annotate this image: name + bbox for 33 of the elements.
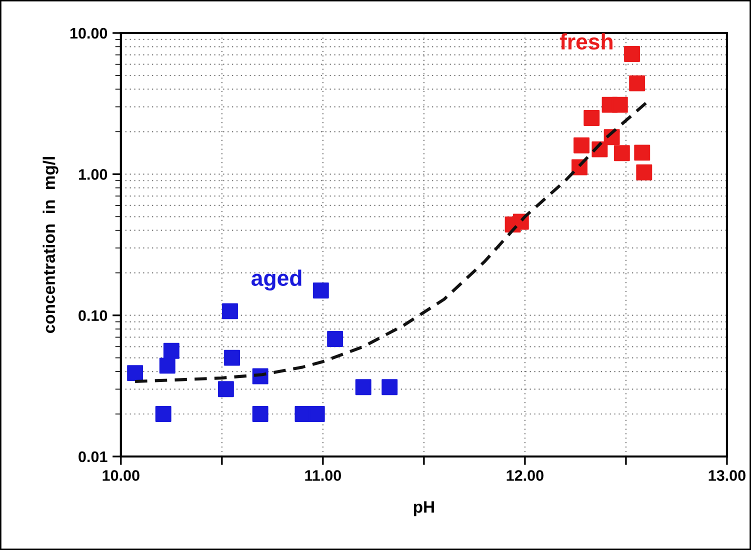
point: [612, 96, 628, 113]
point: [312, 282, 329, 298]
point: [327, 331, 344, 347]
point: [159, 358, 176, 374]
x-tick-label: 12.00: [506, 470, 544, 481]
point: [629, 75, 646, 92]
point: [624, 46, 640, 62]
y-tick-label: 0.10: [78, 310, 108, 322]
x-tick-label: 10.00: [102, 470, 140, 481]
x-tick-label: 11.00: [305, 470, 341, 481]
point: [222, 303, 238, 320]
point: [252, 406, 268, 422]
point: [574, 137, 590, 154]
point: [224, 350, 240, 366]
y-tick-label: 10.00: [70, 28, 108, 39]
series-label: aged: [252, 270, 302, 290]
point: [634, 144, 650, 161]
x-axis-title: pH: [414, 501, 434, 516]
point: [127, 365, 144, 382]
y-tick-label: 0.01: [78, 451, 108, 462]
point: [355, 379, 372, 396]
series-label: fresh: [560, 33, 612, 50]
point: [155, 406, 172, 422]
y-tick-label: 1.00: [78, 169, 108, 180]
point: [163, 342, 180, 359]
point: [584, 110, 600, 126]
point: [308, 406, 325, 422]
point: [614, 145, 630, 162]
y-axis-title: concentration in mg/l: [42, 157, 58, 333]
x-tick-label: 13.00: [708, 470, 746, 481]
point: [382, 379, 398, 396]
point: [636, 164, 652, 180]
point: [218, 381, 234, 398]
